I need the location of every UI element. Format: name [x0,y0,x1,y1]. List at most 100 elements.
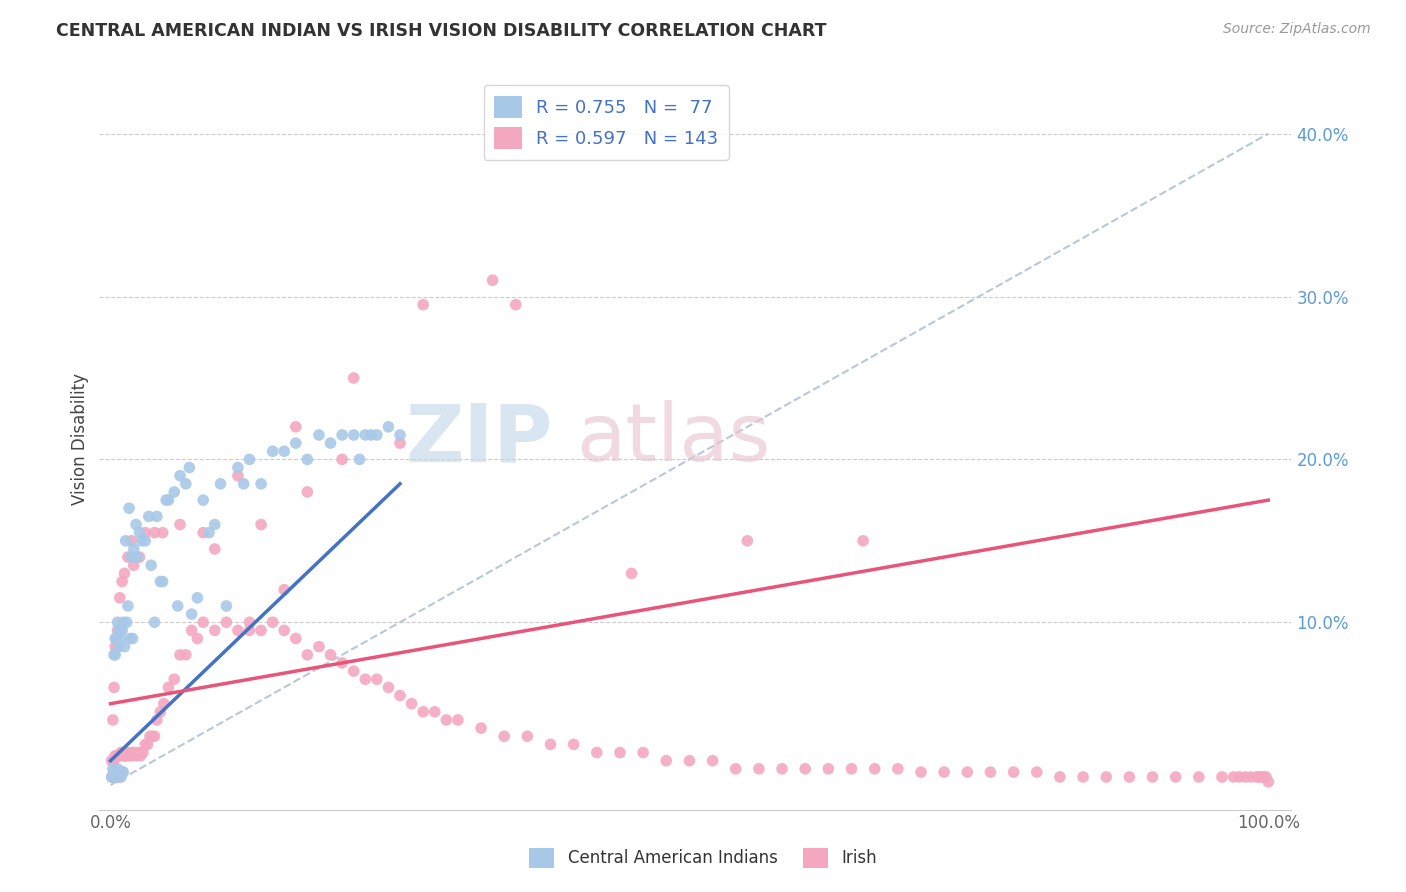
Point [470,721,492,735]
Point [107,770,129,784]
Point [330,428,353,442]
Point [100,754,122,768]
Point [297,452,319,467]
Point [401,697,423,711]
Point [128,550,150,565]
Point [1095,770,1118,784]
Point [516,729,538,743]
Point [149,574,172,589]
Point [111,746,134,760]
Point [111,574,134,589]
Point [702,754,724,768]
Point [105,770,128,784]
Point [366,428,388,442]
Point [104,748,127,763]
Point [104,632,127,646]
Point [1234,770,1257,784]
Point [562,738,585,752]
Point [101,754,124,768]
Point [174,648,197,662]
Point [186,591,208,605]
Point [273,444,295,458]
Point [284,632,307,646]
Point [308,428,330,442]
Point [180,624,202,638]
Point [152,525,174,540]
Point [120,533,142,548]
Point [631,746,654,760]
Point [1142,770,1164,784]
Point [934,765,956,780]
Point [1257,775,1279,789]
Point [319,648,342,662]
Point [238,452,260,467]
Point [120,632,142,646]
Point [114,566,136,581]
Point [343,664,366,678]
Point [114,746,136,760]
Point [447,713,470,727]
Point [1222,770,1244,784]
Point [250,624,273,638]
Legend: R = 0.755   N =  77, R = 0.597   N = 143: R = 0.755 N = 77, R = 0.597 N = 143 [484,85,728,160]
Point [174,476,197,491]
Point [107,624,129,638]
Point [226,624,249,638]
Point [250,517,273,532]
Point [250,476,273,491]
Point [101,762,124,776]
Point [1254,770,1277,784]
Point [149,705,172,719]
Point [423,705,446,719]
Point [131,533,153,548]
Point [104,648,127,662]
Point [308,640,330,654]
Point [284,436,307,450]
Point [143,615,166,630]
Point [1188,770,1211,784]
Point [193,615,215,630]
Point [204,517,226,532]
Point [737,533,759,548]
Point [863,762,886,776]
Point [179,460,201,475]
Point [330,452,353,467]
Point [193,525,215,540]
Y-axis label: Vision Disability: Vision Disability [72,373,89,505]
Point [120,550,142,565]
Point [956,765,979,780]
Point [349,452,371,467]
Point [163,485,186,500]
Point [143,525,166,540]
Point [118,748,141,763]
Point [204,624,226,638]
Point [120,748,142,763]
Point [108,748,131,763]
Point [204,541,226,556]
Point [748,762,770,776]
Text: atlas: atlas [576,400,770,478]
Point [103,754,125,768]
Point [122,558,145,573]
Point [114,533,136,548]
Point [127,746,149,760]
Point [620,566,643,581]
Point [107,770,129,784]
Point [100,770,122,784]
Point [117,550,139,565]
Point [110,770,132,784]
Point [132,746,155,760]
Point [111,624,134,638]
Point [412,705,434,719]
Point [273,582,295,597]
Point [1049,770,1071,784]
Text: ZIP: ZIP [405,400,553,478]
Point [108,765,131,780]
Point [366,672,388,686]
Point [146,509,169,524]
Point [678,754,700,768]
Point [377,681,399,695]
Point [108,632,131,646]
Point [1250,770,1272,784]
Point [108,770,131,784]
